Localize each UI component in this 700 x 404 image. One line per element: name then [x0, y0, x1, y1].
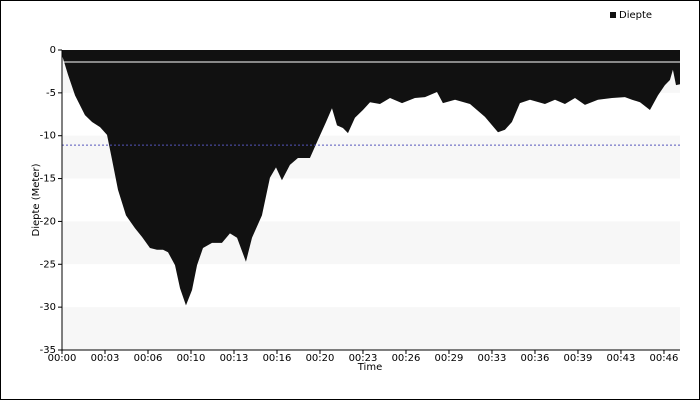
x-axis-label: Time: [357, 362, 382, 373]
y-tick-label: -15: [40, 174, 56, 185]
x-tick-label: 00:20: [306, 353, 335, 364]
x-tick-label: 00:13: [220, 353, 249, 364]
legend-label: Diepte: [619, 10, 652, 21]
x-tick-label: 00:43: [607, 353, 636, 364]
x-tick-label: 00:23: [349, 353, 378, 364]
x-tick-label: 00:16: [263, 353, 292, 364]
grid-band: [62, 264, 680, 308]
y-tick-label: -5: [46, 88, 56, 99]
y-tick-label: 0: [50, 45, 56, 56]
x-tick-label: 00:06: [134, 353, 163, 364]
x-tick-label: 00:00: [48, 353, 77, 364]
y-tick-label: -10: [40, 131, 56, 142]
y-tick-label: -20: [40, 216, 56, 227]
x-tick-label: 00:36: [521, 353, 550, 364]
x-tick-label: 00:33: [478, 353, 507, 364]
x-tick-label: 00:46: [650, 353, 679, 364]
grid-band: [62, 307, 680, 350]
area: [62, 50, 680, 306]
y-tick-label: -35: [40, 345, 56, 356]
legend-swatch: [610, 12, 616, 18]
x-tick-label: 00:26: [392, 353, 421, 364]
x-tick-label: 00:29: [435, 353, 464, 364]
x-tick-label: 00:03: [91, 353, 120, 364]
x-tick-label: 00:10: [177, 353, 206, 364]
y-tick-label: -25: [40, 259, 56, 270]
y-axis-label: Diepte (Meter): [31, 163, 42, 236]
y-tick-label: -30: [40, 302, 56, 313]
x-tick-label: 00:39: [564, 353, 593, 364]
